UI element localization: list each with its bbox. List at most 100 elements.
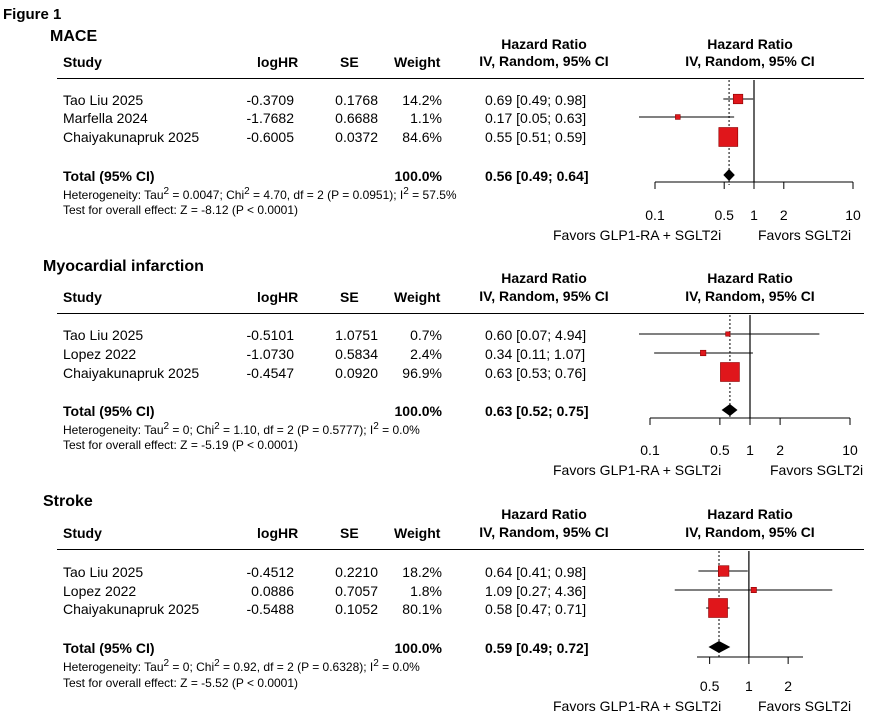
heterogeneity-text: Heterogeneity: Tau2 = 0; Chi2 = 0.92, df…: [63, 658, 420, 674]
x-tick-label: 10: [842, 442, 858, 458]
pooled-diamond: [721, 404, 738, 416]
loghr-value: -0.5101: [246, 327, 294, 343]
loghr-value: -0.4512: [246, 564, 294, 580]
col-study: Study: [63, 54, 102, 70]
col-se: SE: [340, 289, 359, 305]
col-hr-line1: Hazard Ratio: [501, 36, 587, 52]
study-name: Lopez 2022: [63, 346, 137, 362]
hr-ci-value: 0.69 [0.49; 0.98]: [485, 92, 587, 108]
x-tick-label: 2: [780, 207, 788, 223]
se-value: 0.1052: [335, 601, 378, 617]
study-square: [700, 349, 707, 357]
overall-effect-text: Test for overall effect: Z = -5.52 (P < …: [63, 676, 299, 690]
col-loghr: logHR: [257, 525, 299, 541]
plot-hr-line2: IV, Random, 95% CI: [685, 53, 815, 69]
weight-value: 84.6%: [402, 129, 442, 145]
study-name: Tao Liu 2025: [63, 327, 144, 343]
col-weight: Weight: [394, 289, 441, 305]
study-square: [718, 565, 730, 577]
x-tick-label: 2: [784, 678, 792, 694]
hr-ci-value: 0.34 [0.11; 1.07]: [485, 346, 586, 362]
weight-value: 18.2%: [402, 564, 442, 580]
favors-left: Favors GLP1-RA + SGLT2i: [553, 462, 722, 478]
hr-ci-value: 0.64 [0.41; 0.98]: [485, 564, 587, 580]
study-name: Chaiyakunapruk 2025: [63, 129, 200, 145]
loghr-value: -0.6005: [246, 129, 294, 145]
x-tick-label: 0.1: [645, 207, 665, 223]
total-label: Total (95% CI): [63, 168, 155, 184]
weight-value: 2.4%: [410, 346, 442, 362]
study-square: [725, 331, 731, 337]
total-weight: 100.0%: [394, 403, 442, 419]
x-tick-label: 1: [746, 442, 754, 458]
hr-ci-value: 0.55 [0.51; 0.59]: [485, 129, 587, 145]
weight-value: 14.2%: [402, 92, 442, 108]
weight-value: 1.8%: [410, 583, 442, 599]
col-hr-line1: Hazard Ratio: [501, 506, 587, 522]
weight-value: 1.1%: [410, 110, 442, 126]
panel-title: Myocardial infarction: [43, 258, 204, 275]
col-hr-line2: IV, Random, 95% CI: [479, 288, 609, 304]
col-study: Study: [63, 525, 102, 541]
weight-value: 80.1%: [402, 601, 442, 617]
study-name: Lopez 2022: [63, 583, 137, 599]
plot-hr-line2: IV, Random, 95% CI: [685, 524, 815, 540]
se-value: 1.0751: [335, 327, 378, 343]
x-tick-label: 0.5: [710, 442, 730, 458]
total-weight: 100.0%: [394, 168, 442, 184]
col-se: SE: [340, 525, 359, 541]
weight-value: 96.9%: [402, 365, 442, 381]
forest-plot-mi: 0.1 0.5 1 2 10: [639, 315, 858, 458]
col-loghr: logHR: [257, 54, 299, 70]
loghr-value: -1.0730: [246, 346, 294, 362]
overall-effect-text: Test for overall effect: Z = -8.12 (P < …: [63, 203, 299, 217]
pooled-diamond: [708, 641, 731, 653]
x-tick-label: 1: [745, 678, 753, 694]
col-hr-line1: Hazard Ratio: [501, 270, 587, 286]
col-loghr: logHR: [257, 289, 299, 305]
forest-plot-mace: 0.1 0.5 1 2 10: [639, 80, 861, 223]
study-name: Chaiyakunapruk 2025: [63, 365, 200, 381]
header-rule: [57, 313, 864, 314]
favors-left: Favors GLP1-RA + SGLT2i: [553, 698, 722, 714]
total-label: Total (95% CI): [63, 640, 155, 656]
loghr-value: -0.3709: [246, 92, 294, 108]
weight-value: 0.7%: [410, 327, 442, 343]
loghr-value: -0.4547: [246, 365, 294, 381]
col-weight: Weight: [394, 54, 441, 70]
plot-hr-line2: IV, Random, 95% CI: [685, 288, 815, 304]
se-value: 0.0372: [335, 129, 378, 145]
hr-ci-value: 1.09 [0.27; 4.36]: [485, 583, 587, 599]
favors-right: Favors SGLT2i: [758, 227, 852, 243]
x-tick-label: 0.5: [714, 207, 734, 223]
total-label: Total (95% CI): [63, 403, 155, 419]
total-hr-ci: 0.56 [0.49; 0.64]: [485, 168, 589, 184]
plot-hr-line1: Hazard Ratio: [707, 506, 793, 522]
x-tick-label: 0.1: [640, 442, 660, 458]
hr-ci-value: 0.58 [0.47; 0.71]: [485, 601, 587, 617]
study-square: [708, 598, 728, 618]
se-value: 0.5834: [335, 346, 378, 362]
x-tick-label: 10: [845, 207, 861, 223]
pooled-diamond: [723, 169, 735, 181]
total-hr-ci: 0.63 [0.52; 0.75]: [485, 403, 589, 419]
study-name: Chaiyakunapruk 2025: [63, 601, 200, 617]
favors-right: Favors SGLT2i: [770, 462, 864, 478]
hr-ci-value: 0.63 [0.53; 0.76]: [485, 365, 587, 381]
se-value: 0.2210: [335, 564, 378, 580]
panel-title: Stroke: [43, 493, 93, 510]
col-study: Study: [63, 289, 102, 305]
study-name: Tao Liu 2025: [63, 564, 144, 580]
study-square: [718, 127, 739, 147]
favors-right: Favors SGLT2i: [758, 698, 852, 714]
hr-ci-value: 0.60 [0.07; 4.94]: [485, 327, 587, 343]
col-hr-line2: IV, Random, 95% CI: [479, 53, 609, 69]
figure-label: Figure 1: [3, 6, 62, 23]
overall-effect-text: Test for overall effect: Z = -5.19 (P < …: [63, 438, 299, 452]
col-se: SE: [340, 54, 359, 70]
study-square: [750, 587, 757, 593]
loghr-value: -1.7682: [246, 110, 294, 126]
total-weight: 100.0%: [394, 640, 442, 656]
plot-hr-line1: Hazard Ratio: [707, 270, 793, 286]
